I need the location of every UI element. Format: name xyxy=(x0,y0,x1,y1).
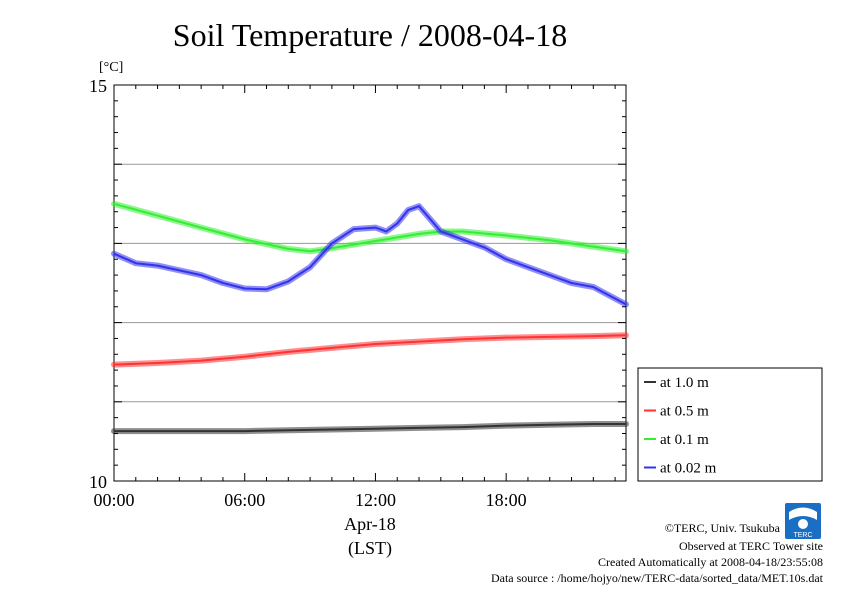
legend-items: at 1.0 m at 0.5 m at 0.1 m at 0.02 m xyxy=(644,375,717,477)
x-tick-labels: 00:00 06:00 12:00 18:00 xyxy=(93,490,526,510)
legend-label: at 0.1 m xyxy=(660,432,709,448)
ticks xyxy=(113,84,626,482)
x-tick-label: 06:00 xyxy=(224,490,265,510)
terc-logo-icon: TERC xyxy=(785,503,821,539)
grid xyxy=(114,163,626,403)
x-tick-label: 00:00 xyxy=(93,490,134,510)
series-line xyxy=(114,423,626,433)
legend-label: at 0.02 m xyxy=(660,461,717,477)
footer-source: Data source : /home/hojyo/new/TERC-data/… xyxy=(491,571,824,585)
chart-title: Soil Temperature / 2008-04-18 xyxy=(173,17,567,53)
series-group xyxy=(111,200,629,435)
plot-frame xyxy=(113,84,627,482)
legend: at 1.0 m at 0.5 m at 0.1 m at 0.02 m xyxy=(637,367,823,482)
footer-copyright: ©TERC, Univ. Tsukuba xyxy=(665,521,781,535)
series-line xyxy=(113,205,627,306)
x-tick-label: 12:00 xyxy=(355,490,396,510)
x-tick-label: 18:00 xyxy=(486,490,527,510)
y-tick-label-top: 15 xyxy=(89,76,107,96)
series-line xyxy=(113,334,627,366)
series-band xyxy=(111,203,629,308)
y-unit-label: [°C] xyxy=(99,60,123,75)
x-date-label: Apr-18 xyxy=(344,514,396,534)
y-tick-label-bottom: 10 xyxy=(89,472,107,492)
series-line xyxy=(113,202,627,253)
legend-label: at 0.5 m xyxy=(660,404,709,420)
legend-label: at 1.0 m xyxy=(660,375,709,391)
logo-text: TERC xyxy=(793,532,812,539)
legend-box xyxy=(637,367,823,482)
footer-observed: Observed at TERC Tower site xyxy=(679,539,823,553)
x-timezone-label: (LST) xyxy=(348,538,392,559)
footer-created: Created Automatically at 2008-04-18/23:5… xyxy=(598,555,823,569)
